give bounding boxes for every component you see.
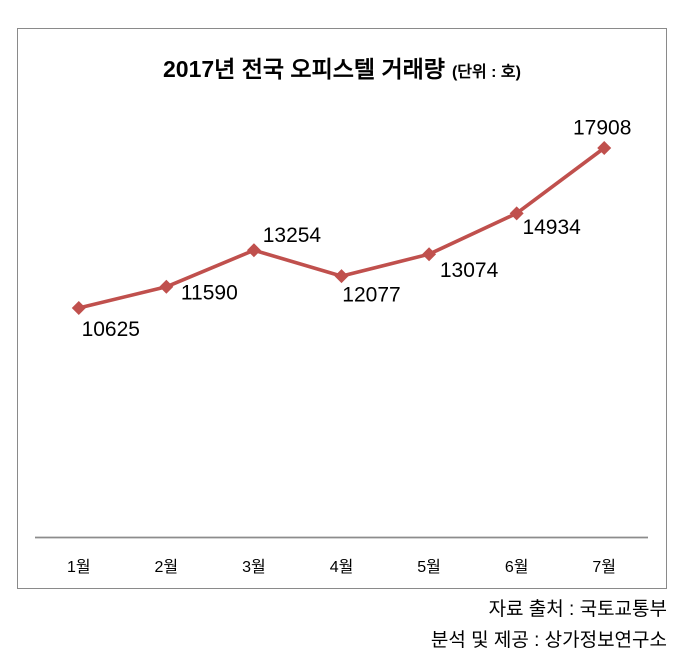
x-axis-tick-label: 2월 (155, 558, 179, 576)
x-axis-tick-label: 5월 (417, 558, 441, 576)
footer-data-source: 자료 출처 : 국토교통부 (488, 599, 667, 620)
x-axis-tick-label: 1월 (67, 558, 91, 576)
chart-title-unit: (단위 : 호) (451, 64, 521, 81)
chart-title-text: 2017년 전국 오피스텔 거래량 (163, 56, 445, 82)
data-point-marker (71, 300, 86, 315)
chart-title: 2017년 전국 오피스텔 거래량 (단위 : 호) (17, 50, 667, 84)
x-axis-tick-label: 7월 (592, 558, 616, 576)
data-label: 12077 (342, 284, 400, 307)
data-point-marker (159, 279, 174, 294)
data-label: 13254 (263, 224, 322, 247)
data-label: 14934 (522, 216, 581, 239)
x-axis-tick-label: 4월 (330, 558, 354, 576)
data-label: 10625 (82, 318, 140, 341)
data-point-marker (422, 247, 437, 262)
data-point-marker (509, 206, 524, 221)
data-point-marker (334, 269, 349, 284)
data-label: 17908 (573, 117, 631, 140)
data-label: 11590 (181, 281, 238, 304)
x-axis-tick-label: 6월 (505, 558, 529, 576)
data-point-marker (246, 243, 261, 258)
data-point-marker (597, 140, 612, 155)
x-axis-tick-label: 3월 (242, 558, 266, 576)
chart-frame-border (17, 28, 667, 589)
chart-footer: 자료 출처 : 국토교통부 분석 및 제공 : 상가정보연구소 (431, 594, 667, 656)
data-label: 13074 (440, 259, 499, 282)
footer-analysis-provider: 분석 및 제공 : 상가정보연구소 (430, 630, 667, 651)
